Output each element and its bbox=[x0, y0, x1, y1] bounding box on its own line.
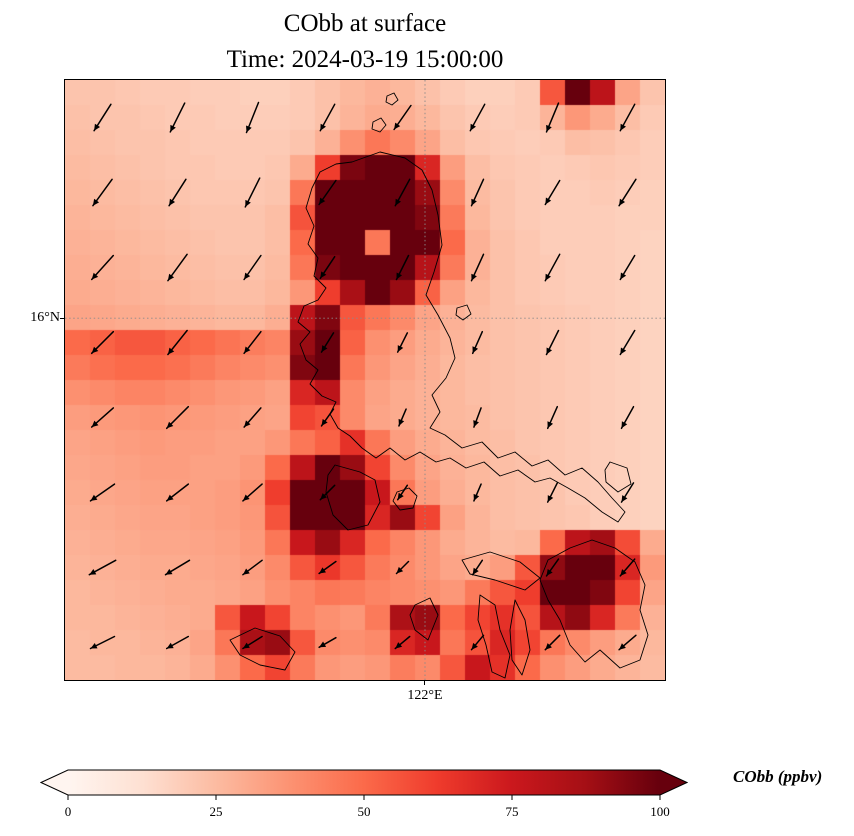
xtick-label-122e: 122°E bbox=[407, 688, 443, 703]
plot-title: CObb at surface Time: 2024-03-19 15:00:0… bbox=[65, 6, 665, 78]
colorbar-ticklabels: 0 25 50 75 100 bbox=[40, 804, 688, 822]
coastlines bbox=[229, 92, 649, 679]
colorbar-tick-75: 75 bbox=[505, 804, 519, 819]
colorbar-label: CObb (ppbv) bbox=[733, 767, 823, 786]
x-axis-tick bbox=[424, 681, 425, 685]
colorbar-tick-100: 100 bbox=[650, 804, 670, 819]
map-plot-area bbox=[64, 79, 666, 681]
colorbar-svg bbox=[39, 769, 689, 800]
title-line1: CObb at surface bbox=[283, 10, 447, 37]
colorbar-tick-50: 50 bbox=[357, 804, 371, 819]
heatmap-canvas bbox=[65, 80, 665, 680]
map-overlay-svg bbox=[65, 80, 665, 680]
gridlines bbox=[65, 80, 665, 680]
title-line2: Time: 2024-03-19 15:00:00 bbox=[226, 46, 504, 73]
wind-arrows bbox=[88, 101, 637, 651]
colorbar-tick-0: 0 bbox=[64, 804, 72, 819]
y-axis-tick bbox=[60, 318, 64, 319]
ytick-label-16n: 16°N bbox=[30, 310, 60, 325]
colorbar bbox=[39, 769, 689, 802]
colorbar-tick-25: 25 bbox=[209, 804, 223, 819]
